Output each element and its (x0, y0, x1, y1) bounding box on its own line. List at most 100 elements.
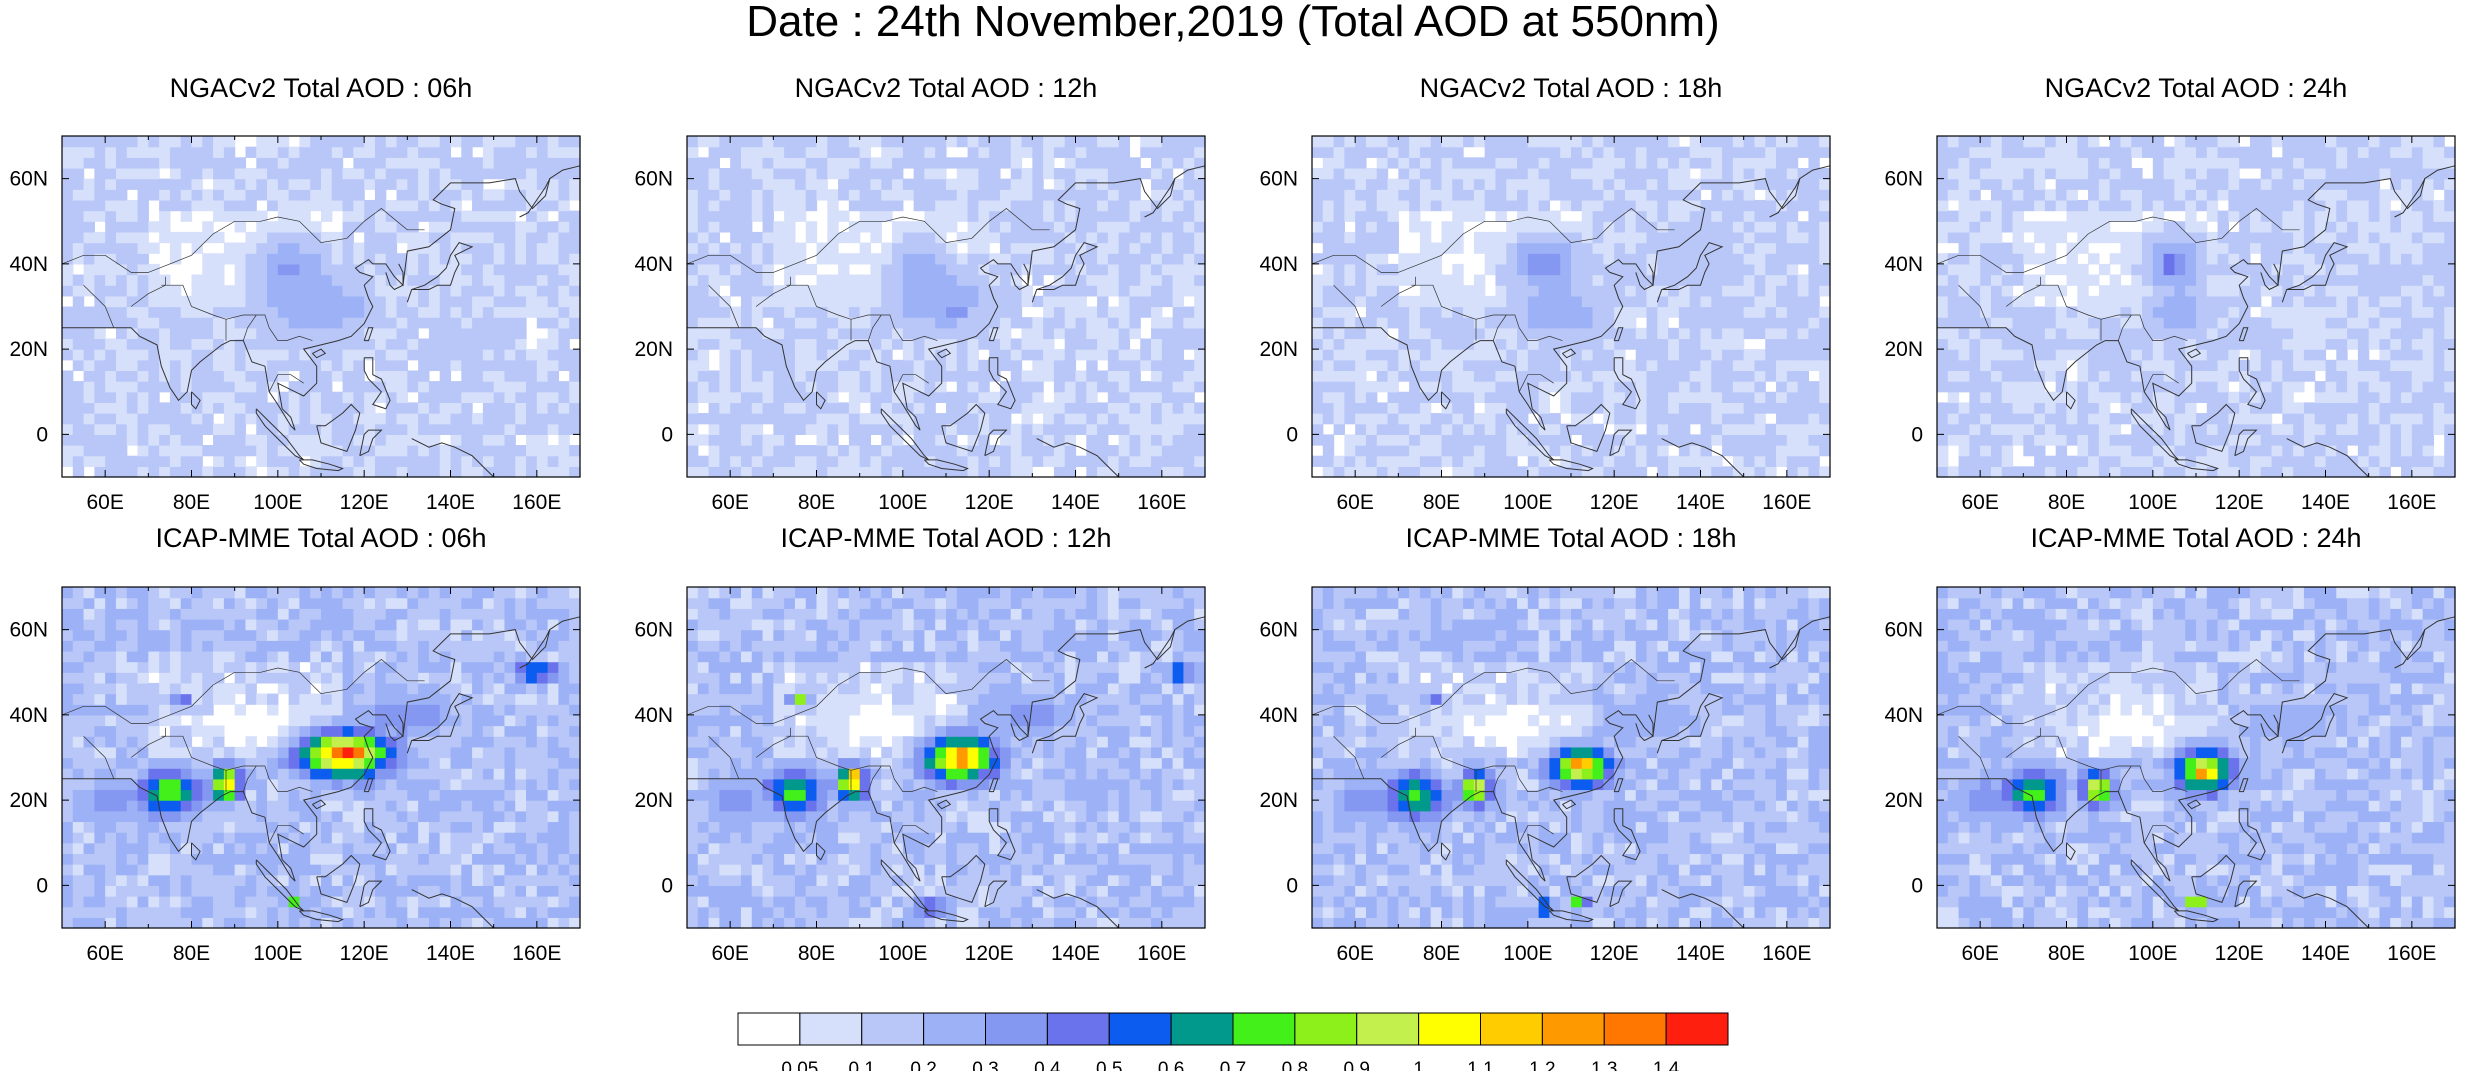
panel-title: NGACv2 Total AOD : 06h (169, 73, 473, 103)
panel-title: NGACv2 Total AOD : 18h (1419, 73, 1723, 103)
colorbar-label: 0.9 (1344, 1059, 1370, 1071)
lon-tick-label: 140E (426, 491, 475, 514)
lon-tick-label: 120E (2215, 491, 2264, 514)
lon-tick-label: 80E (1423, 942, 1460, 965)
lon-tick-label: 140E (1051, 942, 1100, 965)
lat-tick-label: 40N (9, 253, 48, 276)
aod-map-panel: 60E 80E 100E 120E 140E 160E 60N 40N 20N 0 (1884, 135, 2456, 514)
lat-tick-label: 60N (9, 168, 48, 191)
aod-map-panel: 60E 80E 100E 120E 140E 160E 60N 40N 20N 0 (9, 135, 581, 514)
lat-tick-label: 40N (1259, 704, 1298, 727)
lon-tick-label: 160E (1137, 491, 1186, 514)
lon-tick-label: 140E (1676, 942, 1725, 965)
coastlines (61, 616, 581, 929)
lon-tick-label: 120E (965, 942, 1014, 965)
lon-tick-label: 120E (340, 491, 389, 514)
colorbar-label: 1 (1413, 1059, 1424, 1071)
colorbar-swatch (1418, 1012, 1482, 1046)
lon-tick-label: 120E (1590, 491, 1639, 514)
lat-tick-label: 20N (9, 789, 48, 812)
panel-title: ICAP-MME Total AOD : 24h (2030, 523, 2362, 553)
coastlines (1311, 616, 1831, 929)
lat-tick-label: 60N (1259, 168, 1298, 191)
colorbar-swatch (1356, 1012, 1420, 1046)
colorbar-swatch (1480, 1012, 1543, 1046)
lon-tick-label: 160E (2387, 491, 2436, 514)
lat-tick-label: 40N (9, 704, 48, 727)
aod-field (1937, 136, 2456, 478)
lon-tick-label: 80E (2048, 942, 2085, 965)
panel-title: NGACv2 Total AOD : 24h (2044, 73, 2348, 103)
colorbar-swatch (1603, 1012, 1667, 1046)
lon-tick-label: 80E (798, 491, 835, 514)
lon-tick-label: 160E (512, 942, 561, 965)
lon-tick-label: 100E (2128, 491, 2177, 514)
aod-field (687, 136, 1206, 478)
lon-tick-label: 120E (1590, 942, 1639, 965)
lon-tick-label: 120E (2215, 942, 2264, 965)
lat-tick-label: 40N (634, 253, 673, 276)
colorbar-label: 0.8 (1282, 1059, 1308, 1071)
lon-tick-label: 60E (711, 491, 748, 514)
lat-tick-label: 0 (1911, 874, 1923, 897)
lon-tick-label: 100E (878, 491, 927, 514)
colorbar-label: 0.4 (1034, 1059, 1061, 1071)
lon-tick-label: 80E (2048, 491, 2085, 514)
colorbar-label: 0.5 (1096, 1059, 1122, 1071)
coastlines (1936, 616, 2456, 929)
aod-map-panel: 60E 80E 100E 120E 140E 160E 60N 40N 20N 0 (1884, 586, 2456, 965)
lat-tick-label: 60N (9, 619, 48, 642)
lat-tick-label: 60N (1259, 619, 1298, 642)
lat-tick-label: 20N (1884, 338, 1923, 361)
colorbar-swatch (1294, 1012, 1358, 1046)
lon-tick-label: 60E (711, 942, 748, 965)
colorbar-swatch (1108, 1012, 1172, 1046)
aod-field (62, 587, 581, 929)
aod-map-panel: 60E 80E 100E 120E 140E 160E 60N 40N 20N 0 (1259, 586, 1831, 965)
lon-tick-label: 140E (426, 942, 475, 965)
lon-tick-label: 100E (253, 942, 302, 965)
coastlines (1311, 165, 1831, 478)
lon-tick-label: 160E (1762, 491, 1811, 514)
lon-tick-label: 160E (512, 491, 561, 514)
lat-tick-label: 40N (1259, 253, 1298, 276)
lat-tick-label: 0 (661, 423, 673, 446)
aod-field (62, 136, 581, 478)
lon-tick-label: 140E (1051, 491, 1100, 514)
lon-tick-label: 140E (2301, 491, 2350, 514)
colorbar-swatch (985, 1012, 1048, 1046)
coastlines (686, 165, 1206, 478)
panel-title: ICAP-MME Total AOD : 06h (155, 523, 487, 553)
lat-tick-label: 20N (1884, 789, 1923, 812)
aod-field (687, 587, 1206, 929)
colorbar-label: 1.1 (1467, 1059, 1493, 1071)
colorbar-label: 1.2 (1529, 1059, 1555, 1071)
lat-tick-label: 60N (1884, 168, 1923, 191)
lon-tick-label: 160E (2387, 942, 2436, 965)
lat-tick-label: 20N (1259, 789, 1298, 812)
aod-map-panel: 60E 80E 100E 120E 140E 160E 60N 40N 20N 0 (9, 586, 581, 965)
lat-tick-label: 0 (1286, 423, 1298, 446)
colorbar-swatch (1665, 1012, 1729, 1046)
lat-tick-label: 0 (661, 874, 673, 897)
lon-tick-label: 60E (1336, 942, 1373, 965)
lat-tick-label: 20N (634, 789, 673, 812)
colorbar-label: 1.3 (1591, 1059, 1617, 1071)
lon-tick-label: 80E (798, 942, 835, 965)
colorbar-swatch (923, 1012, 987, 1046)
lat-tick-label: 40N (1884, 253, 1923, 276)
lat-tick-label: 20N (1259, 338, 1298, 361)
lat-tick-label: 60N (634, 168, 673, 191)
lat-tick-label: 0 (1286, 874, 1298, 897)
lat-tick-label: 60N (634, 619, 673, 642)
colorbar-label: 0.7 (1220, 1059, 1246, 1071)
colorbar-label: 0.05 (781, 1059, 818, 1071)
lon-tick-label: 120E (965, 491, 1014, 514)
lon-tick-label: 60E (86, 942, 123, 965)
lon-tick-label: 140E (1676, 491, 1725, 514)
lon-tick-label: 100E (1503, 491, 1552, 514)
aod-map-panel: 60E 80E 100E 120E 140E 160E 60N 40N 20N 0 (634, 135, 1206, 514)
colorbar-label: 1.4 (1653, 1059, 1680, 1071)
colorbar-label: 0.3 (972, 1059, 998, 1071)
